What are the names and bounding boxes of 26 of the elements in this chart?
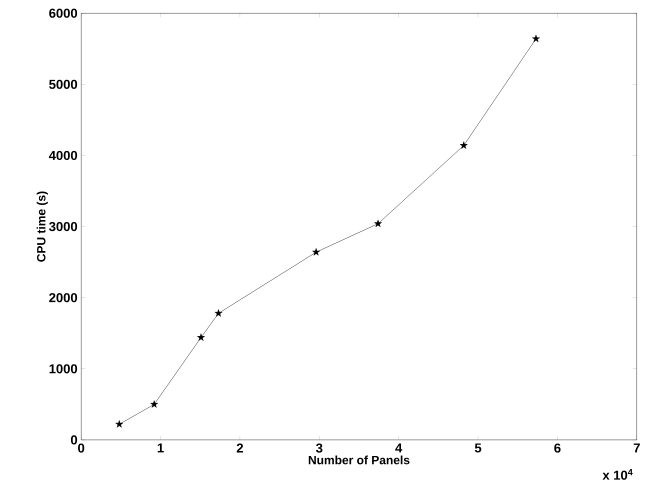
x-tick-label: 7 bbox=[634, 443, 640, 452]
y-tick-label: 4000 bbox=[48, 150, 78, 160]
text: x 10$^{4}$ bbox=[602, 469, 633, 480]
x-tick-label: 3 bbox=[316, 443, 322, 453]
x-tick-label: 4 bbox=[395, 443, 402, 452]
x-axis-title: Number of Panels bbox=[308, 456, 410, 464]
point bbox=[115, 420, 124, 428]
y-axis-title: CPU time (s) bbox=[36, 191, 48, 262]
point bbox=[214, 309, 222, 317]
y-tick-label: 2000 bbox=[49, 293, 78, 302]
y-tick-label: 3000 bbox=[49, 222, 78, 232]
x-tick-label: 6 bbox=[554, 443, 561, 453]
point bbox=[374, 220, 382, 228]
y-tick-label: 5000 bbox=[49, 80, 78, 89]
point bbox=[460, 141, 468, 149]
point bbox=[312, 248, 320, 256]
x-tick-label: 5 bbox=[474, 443, 482, 452]
x-tick-label: 0 bbox=[78, 443, 84, 453]
point bbox=[532, 34, 540, 42]
point bbox=[150, 400, 158, 408]
point bbox=[197, 333, 205, 341]
x-tick-label: 2 bbox=[236, 443, 244, 452]
y-tick-label: 6000 bbox=[49, 8, 78, 18]
y-tick-label: 0 bbox=[70, 435, 78, 444]
y-tick-label: 1000 bbox=[50, 364, 78, 374]
x-tick-label: 1 bbox=[158, 443, 164, 452]
